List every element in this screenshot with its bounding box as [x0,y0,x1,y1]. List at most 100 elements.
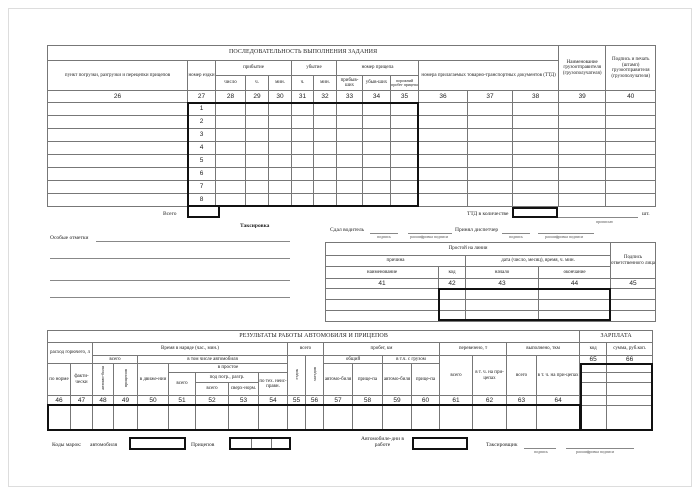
trip-cell[interactable] [467,141,513,155]
trip-cell[interactable] [605,193,657,207]
header-point: пункт погрузки, разгрузки и перецепки пр… [47,60,188,91]
ttd-count-words-line[interactable] [558,217,638,218]
special-notes-line-1[interactable] [96,241,290,242]
trip-cell[interactable] [511,167,560,181]
idle-cell[interactable] [325,299,439,311]
trip-row: 1 [47,102,657,116]
results-cell[interactable] [411,405,440,431]
trip-cell[interactable] [418,115,468,129]
total-trips-box[interactable] [187,205,220,218]
header-by-norm: по норме [47,363,71,396]
driver-decoding-line[interactable] [408,233,452,234]
trip-cell[interactable] [467,115,513,129]
trip-cell[interactable] [47,115,188,129]
car-days-box[interactable] [412,437,468,450]
header-car: автомо-биля [100,366,106,391]
special-notes-line-4[interactable] [50,297,290,298]
dispatcher-decoding-line[interactable] [538,233,594,234]
results-cell[interactable] [323,405,353,431]
trip-cell[interactable] [47,167,188,181]
driver-signature-caption: подпись [377,234,391,239]
trip-cell[interactable] [558,180,607,194]
taxer-decoding-line[interactable] [566,448,634,449]
idle-cell[interactable] [610,299,657,311]
header-trips-total: всего [287,342,324,356]
trip-cell[interactable] [467,180,513,194]
trip-cell[interactable] [47,128,188,142]
idle-cell[interactable] [325,310,439,322]
column-number-31: 31 [291,90,314,103]
taxer-signature-line[interactable] [524,448,556,449]
header-cargo-trailer: прице-па [411,363,440,396]
trip-cell[interactable] [418,141,468,155]
trip-cell[interactable] [605,102,657,116]
trip-cell[interactable] [511,193,560,207]
results-entry-box [47,404,581,431]
trip-cell[interactable] [605,154,657,168]
header-departure-min: мин. [313,75,337,91]
header-performed-total: всего [506,355,537,396]
ttd-count-box[interactable] [512,207,558,218]
trip-cell[interactable] [418,102,468,116]
column-number-37: 37 [467,90,513,103]
trip-cell[interactable] [558,154,607,168]
trip-cell[interactable] [467,167,513,181]
trip-cell[interactable] [47,193,188,207]
trip-cell[interactable] [418,128,468,142]
idle-cell[interactable] [610,288,657,300]
trip-cell[interactable] [558,115,607,129]
header-in-motion: в движе-нии [137,363,169,396]
results-cell[interactable] [579,405,608,431]
header-idle-total: всего [168,372,196,396]
trip-cell[interactable] [558,102,607,116]
trip-cell[interactable] [511,141,560,155]
special-notes-line-3[interactable] [50,280,290,281]
trip-cell[interactable] [511,180,560,194]
trip-cell[interactable] [47,180,188,194]
trip-cell[interactable] [418,180,468,194]
trip-cell[interactable] [47,102,188,116]
trailer-code-divider [271,439,272,448]
trip-cell[interactable] [418,154,468,168]
header-departing: убыв-ших [362,75,391,91]
trip-cell[interactable] [558,193,607,207]
task-sequence-table: ПОСЛЕДОВАТЕЛЬНОСТЬ ВЫПОЛНЕНИЯ ЗАДАНИЯ На… [46,45,657,207]
trip-cell[interactable] [47,141,188,155]
header-excess: сверх-норм. [228,382,259,396]
trip-cell[interactable] [511,102,560,116]
idle-column-number-44: 44 [537,278,612,289]
header-departure-hour: ч. [291,75,314,91]
trip-cell[interactable] [558,141,607,155]
driver-signature-line[interactable] [370,233,398,234]
trip-cell[interactable] [605,115,657,129]
trip-cell[interactable] [511,154,560,168]
results-cell[interactable] [535,405,581,431]
trip-cell[interactable] [558,167,607,181]
header-arriving: прибыв-ших [336,75,363,91]
trip-cell[interactable] [418,167,468,181]
car-code-box[interactable] [129,437,186,450]
trip-cell[interactable] [605,141,657,155]
trip-cell[interactable] [511,128,560,142]
idle-cell[interactable] [325,288,439,300]
trip-cell[interactable] [467,102,513,116]
trip-cell[interactable] [467,154,513,168]
trip-cell[interactable] [511,115,560,129]
trip-cell[interactable] [467,128,513,142]
ttd-count-label: ТТД в количестве [467,211,509,217]
dispatcher-signature-line[interactable] [502,233,530,234]
trip-cell[interactable] [605,167,657,181]
trip-cell[interactable] [47,154,188,168]
trip-cell[interactable] [418,193,468,207]
trip-cell[interactable] [605,180,657,194]
column-number-29: 29 [245,90,269,103]
special-notes-line-2[interactable] [50,258,290,259]
column-number-40: 40 [605,90,657,103]
results-cell[interactable] [258,405,288,431]
trailers-code-box[interactable] [229,437,291,450]
trip-cell[interactable] [558,128,607,142]
idle-cell[interactable] [610,310,657,322]
trip-cell[interactable] [467,193,513,207]
trip-cell[interactable] [605,128,657,142]
header-empty-run: порожний пробег прицепа [390,75,419,91]
